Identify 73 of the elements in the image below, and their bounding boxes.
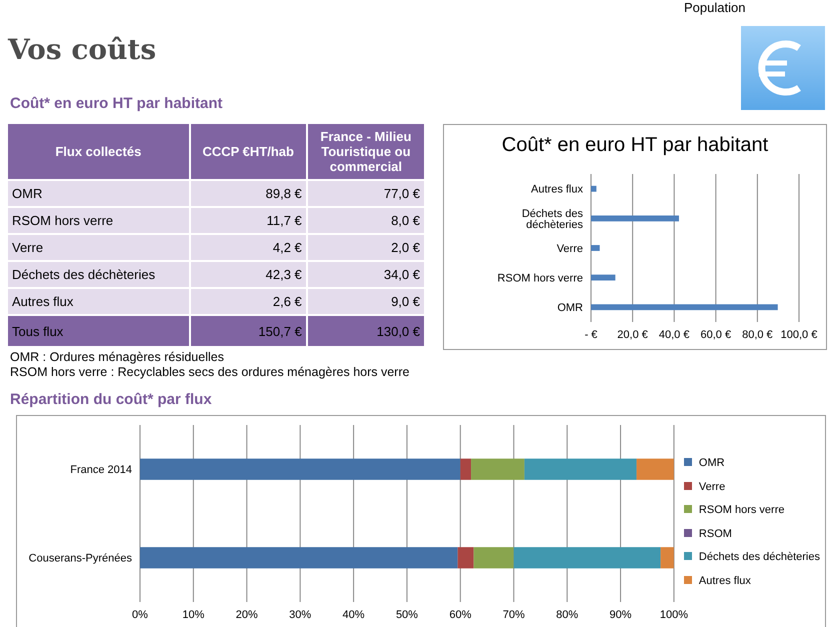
x-tick-label: 40,0 € <box>658 328 690 341</box>
y-tick-label: RSOM hors verre <box>497 272 583 285</box>
legend-label: RSOM <box>698 526 733 542</box>
chart-title: Répartition du coût* par flux <box>10 391 212 408</box>
data-label: 2,6 € <box>190 288 307 315</box>
y-tick-label: OMR <box>557 302 584 314</box>
x-tick-label: 60,0 € <box>700 328 732 341</box>
y-tick-label: Déchets des déchèteries <box>522 208 584 231</box>
bar <box>471 458 524 480</box>
x-tick-label: 20% <box>236 608 258 621</box>
y-tick-label: Autres flux <box>531 184 584 196</box>
text: OMR : Ordures ménagères résiduelles <box>10 350 225 365</box>
series-label: CCCP €HT/hab <box>190 124 307 180</box>
bar <box>591 245 600 251</box>
x-tick-label: 70% <box>502 608 525 621</box>
x-tick-label: - € <box>584 328 598 341</box>
x-tick-label: 40% <box>342 608 365 621</box>
bar <box>460 458 472 480</box>
bar <box>524 458 637 480</box>
y-tick-label: France 2014 <box>70 464 132 476</box>
data-label: 34,0 € <box>306 261 425 288</box>
legend-label: Verre <box>698 480 726 494</box>
category-label: RSOM hors verre <box>8 207 190 234</box>
x-tick-label: 100% <box>660 608 688 621</box>
category-label: OMR <box>8 180 190 207</box>
bar <box>591 274 616 281</box>
x-tick-label: 0% <box>132 608 148 621</box>
y-tick-label: Couserans-Pyrénées <box>28 552 132 565</box>
bar <box>591 186 596 192</box>
x-tick-label: 80,0 € <box>742 328 773 341</box>
data-label: 8,0 € <box>306 207 425 234</box>
data-label: 150,7 € <box>190 315 307 347</box>
x-tick-label: 50% <box>396 608 418 621</box>
x-tick-label: 60% <box>449 608 472 621</box>
category-label: Tous flux <box>8 315 190 347</box>
x-tick-label: 80% <box>556 608 578 621</box>
bar <box>140 458 460 480</box>
text: Population <box>684 0 746 15</box>
category-label: Déchets des déchèteries <box>8 261 190 288</box>
bar <box>591 304 778 310</box>
x-tick-label: 90% <box>610 608 632 621</box>
data-label: 42,3 € <box>190 261 307 288</box>
legend-label: Déchets des déchèteries <box>698 550 820 565</box>
bar <box>591 215 679 222</box>
text: Vos coûts <box>8 33 156 66</box>
y-tick-label: Verre <box>556 242 583 255</box>
legend-label: OMR <box>698 456 726 471</box>
data-label: 11,7 € <box>190 207 307 234</box>
legend-label: Autres flux <box>698 574 752 588</box>
series-label: France - Milieu Touristique ou commercial <box>306 124 425 180</box>
x-tick-label: 100,0 € <box>780 328 818 341</box>
x-tick-label: 20,0 € <box>617 328 648 341</box>
data-label: 2,0 € <box>306 234 425 261</box>
category-label: Verre <box>8 234 190 261</box>
bar <box>660 547 674 568</box>
bar <box>636 458 674 480</box>
bar <box>458 547 474 568</box>
data-label: 89,8 € <box>190 180 307 207</box>
data-label: 4,2 € <box>190 234 307 261</box>
legend-label: RSOM hors verre <box>698 503 786 518</box>
x-tick-label: 30% <box>289 608 312 621</box>
bar <box>514 547 661 568</box>
bar <box>140 547 458 568</box>
text: RSOM hors verre : Recyclables secs des ordures ménagères hors verre <box>10 365 410 380</box>
data-label: 130,0 € <box>306 315 425 347</box>
chart-title: Coût* en euro HT par habitant <box>500 134 770 157</box>
x-tick-label: 10% <box>182 608 205 621</box>
text: Coût* en euro HT par habitant <box>10 95 223 112</box>
bar <box>474 547 514 568</box>
category-label: Autres flux <box>8 288 190 315</box>
text: Flux collectés <box>8 124 190 180</box>
data-label: 9,0 € <box>306 288 425 315</box>
data-label: 77,0 € <box>306 180 425 207</box>
